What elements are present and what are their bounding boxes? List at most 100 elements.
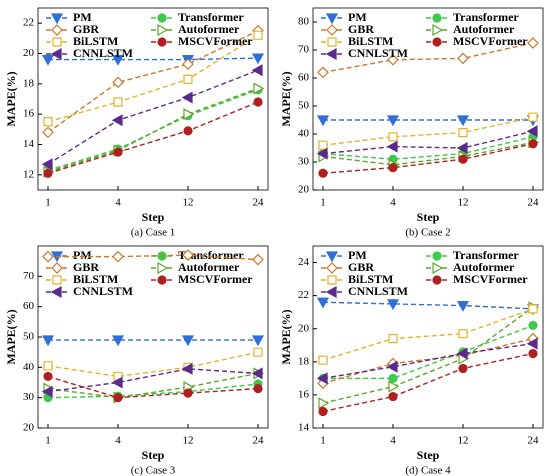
y-axis-label: MAPE(%) xyxy=(279,309,293,364)
series-line xyxy=(47,87,259,173)
legend-label: Autoformer xyxy=(178,260,240,274)
y-tick-label: 40 xyxy=(298,128,310,140)
marker xyxy=(41,385,53,398)
y-tick-label: 14 xyxy=(298,422,310,434)
marker xyxy=(42,126,54,139)
marker xyxy=(386,140,398,153)
legend-label: Transformer xyxy=(178,10,244,24)
marker xyxy=(458,154,468,164)
marker xyxy=(43,117,53,127)
x-tick-label: 1 xyxy=(320,435,326,447)
marker xyxy=(50,47,62,61)
plot-frame xyxy=(312,245,544,429)
legend-label: Transformer xyxy=(453,10,519,24)
legend-label: PM xyxy=(73,248,92,262)
x-axis-label: Step xyxy=(417,210,440,224)
series-line xyxy=(47,368,259,393)
marker xyxy=(318,355,328,365)
x-tick-label: 1 xyxy=(45,435,51,447)
marker xyxy=(183,388,193,398)
legend-label: Transformer xyxy=(453,248,519,262)
marker xyxy=(157,37,167,47)
marker xyxy=(388,373,398,383)
marker xyxy=(386,115,400,127)
series-line xyxy=(47,34,259,123)
marker xyxy=(528,112,538,122)
legend-label: CNNLSTM xyxy=(348,46,408,60)
legend-label: CNNLSTM xyxy=(348,284,408,298)
marker xyxy=(111,376,123,389)
marker xyxy=(528,320,538,331)
legend-label: GBR xyxy=(348,260,374,274)
series-line xyxy=(322,42,534,74)
marker xyxy=(113,147,123,157)
marker xyxy=(456,347,468,360)
marker xyxy=(388,163,398,173)
series-line xyxy=(47,372,259,399)
marker xyxy=(318,168,328,178)
legend-label: GBR xyxy=(73,260,99,274)
series-line xyxy=(322,306,534,404)
marker xyxy=(50,285,62,299)
marker xyxy=(253,82,265,95)
y-tick-label: 70 xyxy=(298,44,310,56)
legend-label: CNNLSTM xyxy=(73,46,133,60)
series-line xyxy=(322,141,534,166)
marker xyxy=(458,363,468,374)
marker xyxy=(112,250,124,263)
marker xyxy=(316,372,328,385)
marker xyxy=(157,261,169,275)
plot-frame xyxy=(312,7,544,191)
series-line xyxy=(322,342,534,380)
marker xyxy=(326,24,338,36)
legend-label: BiLSTM xyxy=(348,34,393,48)
marker xyxy=(326,262,338,274)
legend-label: CNNLSTM xyxy=(73,284,133,298)
y-axis-label: MAPE(%) xyxy=(279,71,293,126)
series-line xyxy=(322,352,534,413)
marker xyxy=(253,383,263,394)
legend-label: BiLSTM xyxy=(73,34,118,48)
marker xyxy=(43,361,53,371)
y-tick-label: 20 xyxy=(298,184,310,196)
x-axis-label: Step xyxy=(142,210,165,224)
x-tick-label: 4 xyxy=(115,435,121,447)
y-tick-label: 14 xyxy=(23,138,35,150)
y-tick-label: 30 xyxy=(23,391,35,403)
marker xyxy=(41,335,55,347)
marker xyxy=(388,334,398,344)
marker xyxy=(111,114,123,127)
marker xyxy=(251,367,263,380)
x-tick-label: 1 xyxy=(320,197,326,209)
caption: (c) Case 3 xyxy=(131,465,176,476)
marker xyxy=(251,335,265,347)
marker xyxy=(325,285,337,299)
y-tick-label: 18 xyxy=(23,77,35,89)
panel: 20 30 40 50 60 70 80 1 4 12 24 Step MAPE(%) (b) Case … xyxy=(279,7,544,239)
series-line xyxy=(322,337,534,385)
marker xyxy=(526,125,538,138)
legend-label: GBR xyxy=(73,22,99,36)
y-tick-label: 20 xyxy=(23,422,35,434)
legend-label: PM xyxy=(73,10,92,24)
legend-label: MSCVFormer xyxy=(453,34,528,48)
marker xyxy=(317,66,329,79)
legend-label: MSCVFormer xyxy=(178,34,253,48)
legend-label: Autoformer xyxy=(453,22,515,36)
marker xyxy=(318,140,328,150)
y-tick-label: 20 xyxy=(298,322,310,334)
marker xyxy=(181,91,193,104)
marker xyxy=(325,47,337,61)
y-tick-label: 80 xyxy=(298,16,310,28)
marker xyxy=(157,275,167,285)
marker xyxy=(253,30,263,40)
marker xyxy=(327,37,337,47)
marker xyxy=(316,297,330,309)
x-tick-label: 4 xyxy=(115,197,121,209)
marker xyxy=(41,158,53,171)
y-tick-label: 22 xyxy=(298,289,309,301)
marker xyxy=(43,371,53,382)
marker xyxy=(526,337,538,350)
marker xyxy=(388,132,398,142)
